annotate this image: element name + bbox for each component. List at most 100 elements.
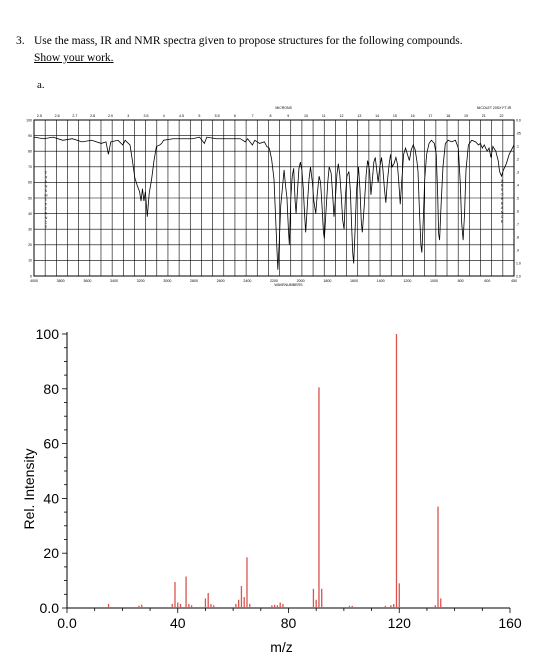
ir-wavenumber-tick: 1800 <box>323 279 331 283</box>
ir-transmittance-letter: T <box>45 171 48 175</box>
ir-micron-tick: 4 <box>163 114 165 118</box>
mass-spectrum: 0.0 20 40 60 80 100 0.0 40 80 120 160 m/z Rel. Inten… <box>0 318 540 659</box>
ir-transmittance-letter: M <box>45 194 48 198</box>
ms-ticks: 0.0 20 40 60 80 100 0.0 40 80 120 160 m/z Rel. Inten… <box>21 326 522 655</box>
ir-wavenumber-tick: 3200 <box>137 279 145 283</box>
ms-ytick-label: 100 <box>36 326 60 342</box>
question-line2-suffix: . <box>110 52 114 64</box>
ms-bars <box>107 334 442 608</box>
ms-ytick-label: 80 <box>43 381 59 397</box>
ir-micron-tick: 22 <box>500 114 504 118</box>
ir-micron-tick: 17 <box>428 114 432 118</box>
ir-micron-tick: 5.5 <box>215 114 220 118</box>
ir-micron-tick: 3.5 <box>144 114 149 118</box>
ir-absorbance-tick: .3 <box>516 170 519 174</box>
ir-transmittance-letter: N <box>45 185 48 189</box>
ir-wavenumber-tick: 2000 <box>297 279 305 283</box>
ir-absorbance-tick: 1.0 <box>516 261 521 265</box>
ir-absorbance-tick: .7 <box>516 222 519 226</box>
ir-instrument: NICOLET 20SX FT-IR <box>477 106 512 110</box>
ir-absorbance-letter: B <box>501 202 504 206</box>
ir-transmittance-letter: T <box>45 203 48 207</box>
ir-micron-tick: 2.8 <box>90 114 95 118</box>
ir-wavenumber-tick: 1600 <box>350 279 358 283</box>
ms-xtick-label: 40 <box>170 615 186 631</box>
ir-micron-tick: 2.9 <box>108 114 113 118</box>
ir-micron-tick: 12 <box>340 114 344 118</box>
ir-micron-tick: 2.6 <box>55 114 60 118</box>
ir-wavenumber-tick: 3000 <box>163 279 171 283</box>
ir-labels: MICRONS NICOLET 20SX FT-IR2.5 2.6 2.7 2.8 2.9… <box>26 106 521 287</box>
ms-xtick-label: 160 <box>498 615 522 631</box>
ir-wavenumber-tick: 2400 <box>243 279 251 283</box>
ir-absorbance-tick: .6 <box>516 209 519 213</box>
ir-absorbance-letter: N <box>501 211 504 215</box>
ir-absorbance-tick: .5 <box>516 196 519 200</box>
ir-micron-label: MICRONS <box>275 106 292 110</box>
ir-transmittance-tick: 70 <box>28 165 32 169</box>
ir-transmittance-tick: 80 <box>28 150 32 154</box>
question-text: 3. Use the mass, IR and NMR spectra given… <box>16 33 526 67</box>
ir-transmittance-letter: R <box>45 176 48 180</box>
ir-wavenumber-tick: 3600 <box>83 279 91 283</box>
ir-transmittance-letter: S <box>45 189 48 193</box>
ir-wavenumber-tick: 1000 <box>430 279 438 283</box>
question-line1: Use the mass, IR and NMR spectra given t… <box>34 35 463 47</box>
ir-transmittance-tick: 100 <box>26 118 32 122</box>
ir-transmittance-tick: 20 <box>28 243 32 247</box>
ir-absorbance-tick: .4 <box>516 183 519 187</box>
ir-absorbance-letter: O <box>501 193 504 197</box>
ms-ytick-label: 60 <box>43 436 59 452</box>
ir-absorbance-letter: R <box>501 197 504 201</box>
ir-spectrum-svg: MICRONS NICOLET 20SX FT-IR2.5 2.6 2.7 2.8 2.9… <box>26 106 521 287</box>
ir-absorbance-letter: E <box>501 220 504 224</box>
ms-xlabel: m/z <box>270 639 293 655</box>
ir-wavenumber-tick: 600 <box>484 279 490 283</box>
ir-absorbance-letter: A <box>501 206 504 210</box>
ir-micron-tick: 21 <box>482 114 486 118</box>
ir-micron-tick: 9 <box>287 114 289 118</box>
ir-xlabel: WAVENUMBERS <box>274 283 303 287</box>
ir-transmittance-letter: A <box>45 212 48 216</box>
ir-absorbance-tick: .05 <box>516 131 521 135</box>
ir-wavenumber-tick: 2200 <box>270 279 278 283</box>
ir-micron-tick: 8 <box>269 114 271 118</box>
ir-transmittance-letter: A <box>45 180 48 184</box>
ir-wavenumber-tick: 2600 <box>217 279 225 283</box>
ir-transmittance-letter: I <box>46 198 47 202</box>
ir-absorbance-letter: B <box>501 184 504 188</box>
ir-wavenumber-tick: 450 <box>511 279 517 283</box>
ir-micron-tick: 10 <box>304 114 308 118</box>
ir-transmittance-tick: 90 <box>28 134 32 138</box>
ir-transmittance-letter: C <box>45 221 48 225</box>
ir-absorbance-tick: .1 <box>516 144 519 148</box>
ir-transmittance-tick: 30 <box>28 228 32 232</box>
ir-micron-tick: 7 <box>252 114 254 118</box>
ir-micron-tick: 3 <box>127 114 129 118</box>
ir-absorbance-tick: .9 <box>516 248 519 252</box>
ir-absorbance-letter: S <box>501 188 504 192</box>
question-number: 3. <box>16 35 25 47</box>
ir-spectrum: MICRONS NICOLET 20SX FT-IR 2.5 2.6 2.7 2.8 2.9… <box>20 104 530 310</box>
ir-micron-tick: 18 <box>446 114 450 118</box>
ms-ylabel: Rel. Intensity <box>21 449 37 530</box>
ir-micron-tick: 16 <box>411 114 415 118</box>
ms-ytick-label: 0.0 <box>40 600 60 616</box>
ir-absorbance-letter: A <box>501 179 504 183</box>
ms-xtick-label: 80 <box>281 615 297 631</box>
ir-micron-tick: 19 <box>464 114 468 118</box>
ir-transmittance-tick: 10 <box>28 259 32 263</box>
ms-xtick-label: 0.0 <box>57 615 77 631</box>
ir-absorbance-tick: 2.0 <box>516 274 521 278</box>
mass-spectrum-svg: 0.0 20 40 60 80 100 0.0 40 80 120 160 m/z Rel. Inten… <box>21 326 522 655</box>
ir-micron-tick: 11 <box>322 114 326 118</box>
ir-absorbance-tick: 0.0 <box>516 118 521 122</box>
ir-trace <box>33 136 515 270</box>
ir-absorbance-letter: C <box>501 215 504 219</box>
ir-micron-tick: 5 <box>198 114 200 118</box>
part-label: a. <box>37 79 45 91</box>
ir-wavenumber-tick: 1200 <box>403 279 411 283</box>
ir-transmittance-tick: 40 <box>28 212 32 216</box>
ir-transmittance-tick: 50 <box>28 196 32 200</box>
ir-wavenumber-tick: 2800 <box>190 279 198 283</box>
